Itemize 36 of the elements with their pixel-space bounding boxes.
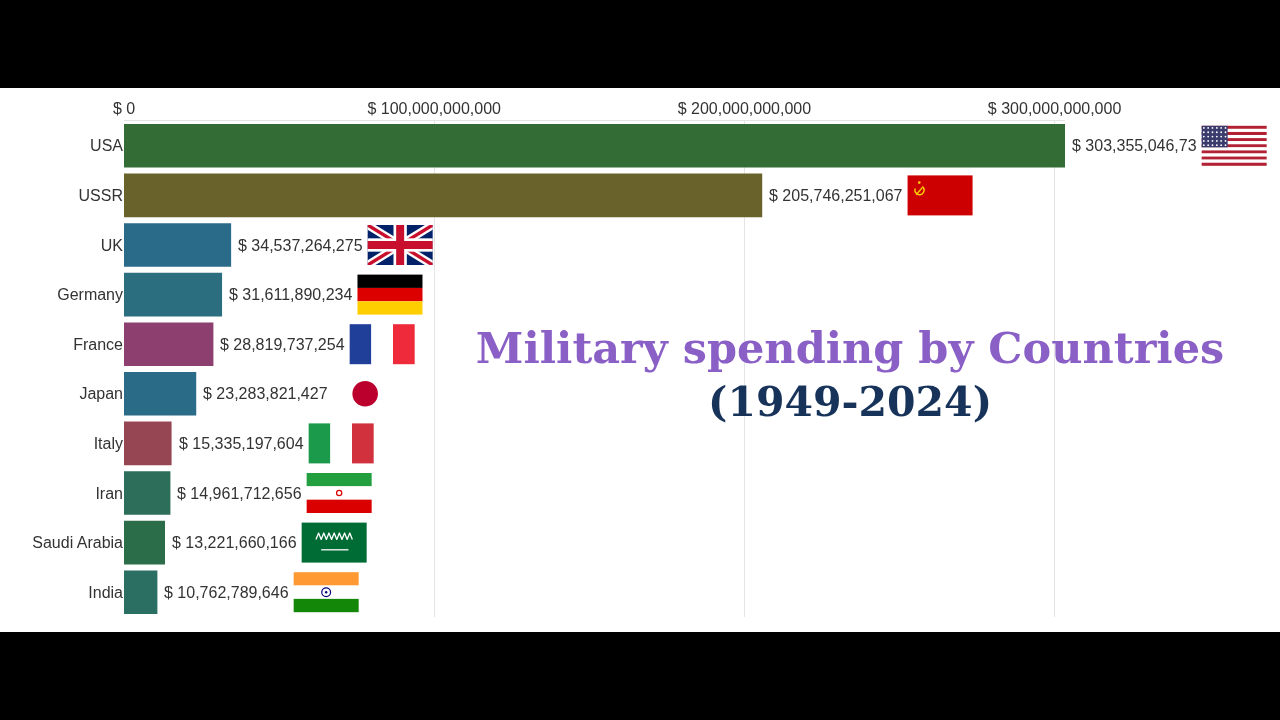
bar (124, 570, 158, 615)
bar (124, 272, 223, 317)
y-tick-label: India (88, 583, 124, 601)
y-tick-label: USA (90, 137, 124, 155)
bar (124, 371, 197, 416)
y-tick-label: Japan (79, 385, 123, 403)
bar (124, 520, 166, 565)
data-label: $ 31,611,890,234 (229, 286, 353, 303)
bar (124, 471, 171, 515)
data-label: $ 23,283,821,427 (203, 385, 328, 402)
x-tick-label: $ 100,000,000,000 (367, 99, 502, 117)
y-tick-label: Saudi Arabia (32, 534, 124, 552)
x-tick-label: $ 200,000,000,000 (677, 99, 812, 117)
bar (124, 421, 172, 466)
bar (124, 173, 763, 218)
bar (124, 123, 1065, 168)
y-tick-label: France (73, 335, 124, 353)
x-tick-label: $ 300,000,000,000 (987, 99, 1122, 117)
text: (1949-2024) (708, 378, 993, 426)
data-label: $ 10,762,789,646 (164, 584, 289, 601)
data-label: $ 13,221,660,166 (172, 534, 297, 551)
y-tick-label: UK (100, 236, 124, 254)
data-label: $ 15,335,197,604 (179, 435, 304, 452)
text: Military spending by Countries (475, 323, 1225, 374)
data-label: $ 14,961,712,656 (177, 485, 302, 502)
data-label: $ 205,746,251,067 (769, 187, 903, 204)
y-tick-label: Germany (57, 286, 123, 304)
x-tick-label: $ 0 (112, 99, 136, 117)
data-label: $ 34,537,264,275 (238, 237, 363, 254)
bar (124, 322, 214, 367)
data-label: $ 28,819,737,254 (220, 336, 345, 353)
data-label: $ 303,355,046,73 (1072, 137, 1197, 154)
y-tick-label: USSR (78, 187, 123, 204)
bar (124, 223, 232, 267)
y-tick-label: Italy (93, 435, 123, 452)
y-tick-label: Iran (95, 484, 123, 502)
